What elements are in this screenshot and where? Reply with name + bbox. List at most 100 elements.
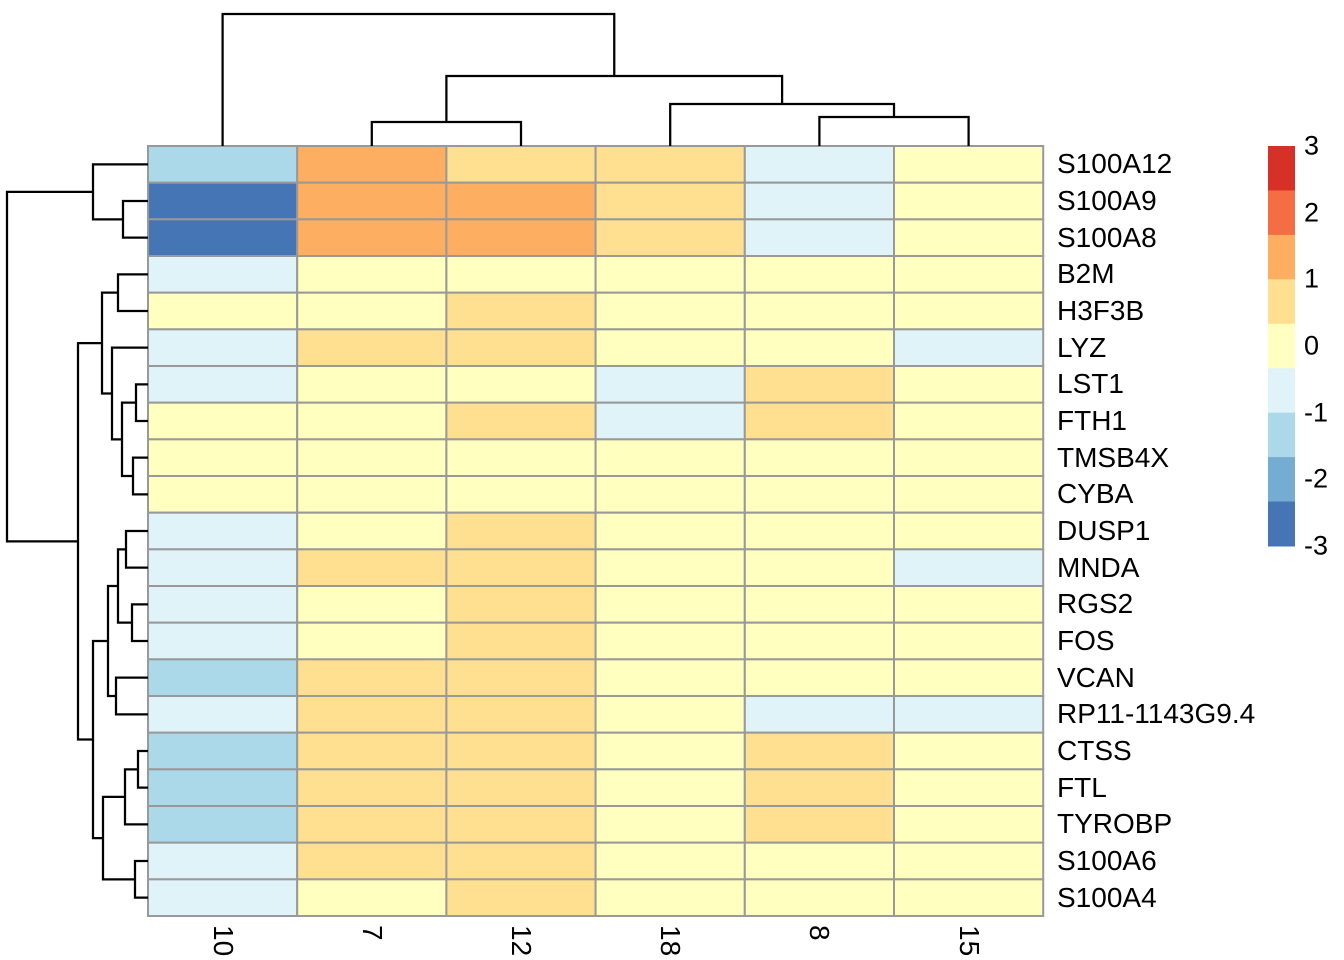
column-label: 12 (506, 925, 537, 957)
heatmap-cell (594, 768, 746, 808)
heatmap-cell (445, 805, 597, 844)
heatmap-cell (445, 365, 597, 404)
row-dendrogram-branch (134, 383, 148, 423)
row-dendrogram-branch (121, 199, 148, 239)
row-dendrogram-branch (114, 676, 148, 716)
column-label: 10 (207, 925, 239, 957)
heatmap-cell (743, 438, 895, 478)
heatmap-cell (147, 328, 299, 368)
column-dendrogram-branch (221, 12, 616, 146)
heatmap-cell (594, 438, 746, 478)
heatmap-cell (594, 511, 746, 551)
row-label: DUSP1 (1057, 515, 1151, 546)
heatmap-cell (594, 731, 746, 771)
legend-tick-label: 1 (1304, 263, 1320, 294)
heatmap-cell (147, 805, 299, 844)
heatmap-cell (296, 291, 448, 331)
heatmap-cell (594, 585, 746, 624)
heatmap-cell (445, 255, 597, 294)
column-dendrogram-branch (818, 115, 970, 146)
row-dendrogram-branch (101, 795, 135, 881)
heatmap-cell (296, 695, 448, 734)
row-label: TMSB4X (1057, 441, 1170, 473)
row-dendrogram-branch (131, 456, 148, 496)
heatmap-cell (147, 548, 299, 588)
column-label: 15 (953, 925, 985, 957)
heatmap-cell (296, 365, 448, 404)
row-label: RGS2 (1057, 588, 1134, 620)
legend-swatch (1268, 279, 1295, 325)
row-label: CTSS (1057, 735, 1132, 766)
row-label: S100A8 (1057, 221, 1157, 253)
row-label: B2M (1057, 258, 1115, 290)
row-label: FTL (1057, 771, 1107, 803)
heatmap-cell (893, 548, 1045, 588)
heatmap-cell (893, 621, 1045, 661)
heatmap-cell (594, 181, 746, 221)
heatmap-cell (594, 365, 746, 404)
heatmap-cell (743, 695, 895, 734)
heatmap-cell (445, 695, 597, 734)
heatmap-cell (296, 511, 448, 551)
row-dendrogram-branch (136, 749, 148, 789)
row-label: FTH1 (1057, 405, 1127, 436)
heatmap-cell (743, 585, 895, 624)
heatmap-cell (296, 585, 448, 624)
legend-swatch (1268, 146, 1295, 191)
heatmap-cell (594, 658, 746, 698)
heatmap-cell (296, 805, 448, 844)
heatmap-cell (893, 401, 1045, 441)
heatmap-cell (296, 255, 448, 294)
heatmap-cell (743, 805, 895, 844)
heatmap-cell (893, 695, 1045, 734)
heatmap-cell (893, 841, 1045, 881)
heatmap-cell (743, 731, 895, 771)
heatmap-cell (445, 475, 597, 514)
heatmap-cell (594, 695, 746, 734)
heatmap-cell (296, 218, 448, 258)
heatmap-cell (296, 768, 448, 808)
heatmap-cell (594, 218, 746, 258)
heatmap-cell (147, 658, 299, 698)
legend-tick-label: 2 (1304, 197, 1320, 228)
row-dendrogram-branch (110, 346, 148, 441)
row-dendrogram-branch (124, 529, 148, 569)
heatmap-cell (743, 328, 895, 368)
row-label: TYROBP (1057, 808, 1173, 840)
heatmap-cell (594, 805, 746, 844)
heatmap-cell (743, 878, 895, 918)
heatmap-cell (743, 218, 895, 258)
heatmap-cell (893, 438, 1045, 478)
heatmap-cell (743, 511, 895, 551)
heatmap-cell (594, 878, 746, 918)
heatmap-cell (445, 328, 597, 368)
heatmap-cell (147, 695, 299, 734)
heatmap-cell (147, 768, 299, 808)
heatmap-cell (893, 511, 1045, 551)
heatmap-cell (743, 145, 895, 184)
heatmap-cell (893, 365, 1045, 404)
heatmap-cell (893, 658, 1045, 698)
heatmap-cell (445, 511, 597, 551)
heatmap-cell (594, 255, 746, 294)
heatmap-cell (594, 328, 746, 368)
heatmap-cell (445, 585, 597, 624)
heatmap-cell (743, 365, 895, 404)
legend-tick-label: -3 (1304, 530, 1329, 561)
heatmap-cell (445, 621, 597, 661)
heatmap-cell (893, 805, 1045, 844)
heatmap-cell (743, 291, 895, 331)
row-dendrogram-branch (116, 273, 148, 313)
heatmap-cell (147, 878, 299, 918)
heatmap-cell (743, 621, 895, 661)
row-dendrogram-branch (91, 163, 148, 221)
heatmap-cell (445, 145, 597, 184)
legend-swatch (1268, 501, 1295, 547)
legend-tick-label: 0 (1304, 330, 1320, 361)
row-label: CYBA (1057, 478, 1134, 510)
row-dendrogram-branch (130, 603, 148, 643)
heatmap-cell (743, 181, 895, 221)
heatmap-cell (594, 548, 746, 588)
